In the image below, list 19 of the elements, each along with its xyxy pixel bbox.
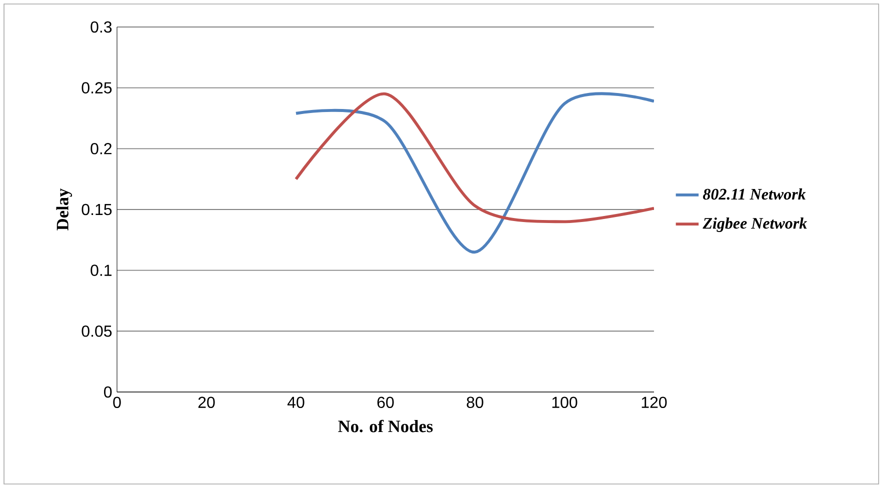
x-tick-label: 80 [466, 396, 484, 408]
legend-label: Zigbee Network [702, 217, 808, 232]
y-tick-label: 0 [104, 386, 112, 398]
line-series [294, 92, 654, 224]
x-axis-title: No. of Nodes [338, 420, 433, 432]
y-tick-label: 0.1 [90, 264, 112, 276]
x-tick-label: 40 [287, 396, 304, 408]
y-tick-label: 0.15 [82, 204, 112, 216]
y-tick-label: 0.3 [90, 21, 112, 33]
y-axis-title: Delay [56, 188, 72, 230]
x-tick-label: 20 [198, 396, 215, 408]
y-tick-label: 0.25 [82, 82, 112, 94]
x-tick-label: 60 [377, 396, 394, 408]
y-tick-label: 0.2 [90, 143, 112, 154]
y-tick-label: 0.05 [82, 325, 112, 337]
x-tick-label: 100 [552, 396, 578, 408]
legend-label: 802.11 Network [703, 188, 806, 200]
x-tick-label: 0 [113, 396, 121, 408]
x-tick-label: 120 [642, 396, 667, 408]
